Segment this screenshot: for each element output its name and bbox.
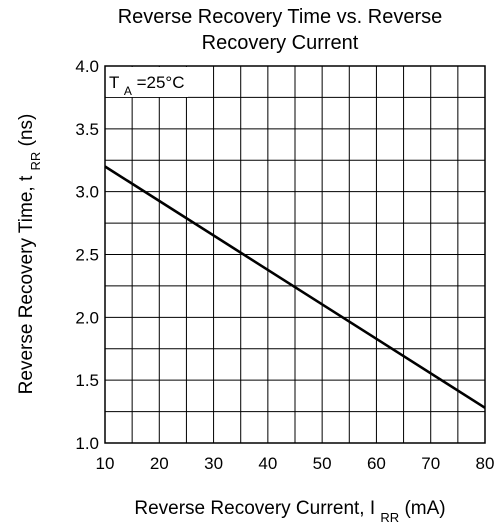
x-tick-label: 60: [367, 454, 386, 473]
plot-frame: [104, 65, 486, 444]
x-tick-label: 20: [150, 454, 169, 473]
x-axis-label: Reverse Recovery Current, I RR (mA): [134, 498, 445, 525]
temperature-annotation: T A =25°C: [109, 73, 184, 98]
annotation-main: T: [109, 73, 119, 92]
x-axis-label-tail: (mA): [404, 498, 445, 519]
grid-layer: [104, 65, 486, 444]
y-tick-label: 1.5: [75, 371, 99, 390]
x-tick-label: 80: [476, 454, 495, 473]
x-tick-label: 50: [313, 454, 332, 473]
annotation-box-group: T A =25°C: [106, 67, 188, 98]
series-line: [104, 165, 486, 409]
y-tick-label: 2.5: [75, 246, 99, 265]
x-tick-label: 30: [204, 454, 223, 473]
x-axis-label-sub: RR: [380, 510, 399, 525]
plot-border: [104, 65, 486, 444]
chart-title: Reverse Recovery Time vs. Reverse Recove…: [117, 6, 443, 54]
x-tick-label: 10: [96, 454, 115, 473]
x-axis-label-main: Reverse Recovery Current, I: [134, 498, 375, 519]
y-tick-label: 3.0: [75, 183, 99, 202]
annotation-tail: =25°C: [137, 73, 185, 92]
y-tick-label: 1.0: [75, 434, 99, 453]
annotation-box: [106, 67, 188, 97]
y-tick-label: 3.5: [75, 120, 99, 139]
annotation-sub: A: [124, 84, 132, 98]
series-layer: [104, 165, 486, 409]
y-axis-label-main: Reverse Recovery Time, t: [16, 175, 37, 394]
y-axis-label: Reverse Recovery Time, t RR (ns): [16, 114, 43, 395]
tick-layer: 10 20 30 40 50 60 70 80 1.0 1.5 2.0 2.5 3.0 3.5 4.0: [75, 57, 494, 473]
x-tick-label: 70: [421, 454, 440, 473]
y-tick-label: 4.0: [75, 57, 99, 76]
y-axis-label-sub: RR: [28, 152, 43, 171]
y-tick-label: 2.0: [75, 308, 99, 327]
y-axis-label-tail: (ns): [16, 114, 37, 147]
x-tick-label: 40: [258, 454, 277, 473]
